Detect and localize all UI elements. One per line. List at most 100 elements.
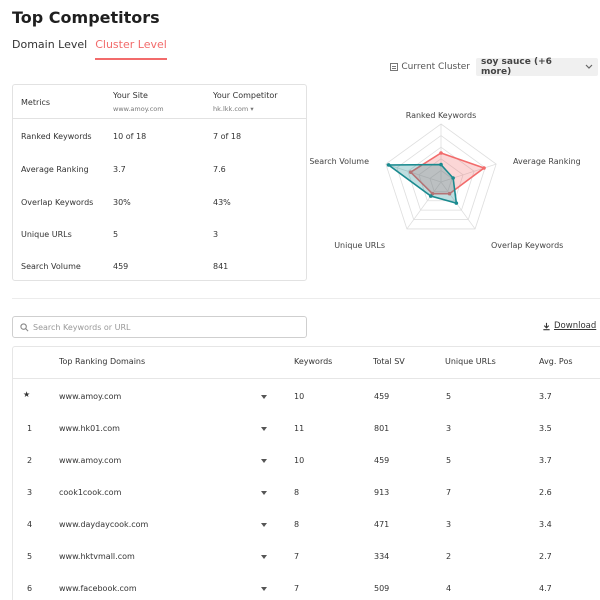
expand-caret-icon[interactable] (261, 395, 267, 399)
radar-grid-ring (418, 158, 464, 202)
metrics-row: Average Ranking 3.7 7.6 (13, 152, 306, 184)
competitor-domain-select[interactable]: hk.lkk.com ▾ (213, 105, 254, 113)
row-keywords: 10 (294, 392, 305, 401)
row-domain: www.hktvmall.com (59, 552, 135, 561)
expand-caret-icon[interactable] (261, 459, 267, 463)
row-unique-urls: 7 (446, 488, 452, 497)
site-value: 3.7 (113, 165, 126, 174)
table-row[interactable]: 2 www.amoy.com 10 459 5 3.7 (13, 444, 600, 476)
your-site-domain: www.amoy.com (113, 105, 164, 113)
row-keywords: 8 (294, 520, 300, 529)
radar-axis-label: Unique URLs (334, 241, 385, 250)
competitor-header: Your Competitor (213, 91, 278, 100)
competitor-series-point (408, 170, 413, 174)
col-unique-urls[interactable]: Unique URLs (445, 357, 496, 366)
page-title: Top Competitors (12, 8, 160, 27)
cluster-dropdown[interactable]: soy sauce (+6 more) (476, 57, 598, 77)
competitor-series-point (447, 191, 452, 196)
metrics-comparison-card: Metrics Your Site www.amoy.com Your Comp… (12, 84, 307, 281)
cluster-icon (390, 63, 399, 71)
search-input[interactable]: Search Keywords or URL (12, 316, 307, 338)
metric-label: Average Ranking (21, 165, 89, 174)
row-total-sv: 334 (374, 552, 390, 561)
table-row[interactable]: 6 www.facebook.com 7 509 4 4.7 (13, 572, 600, 600)
download-icon (543, 322, 550, 330)
chevron-down-icon (585, 64, 593, 69)
radar-axis-line (385, 163, 442, 183)
competitor-domain-text: hk.lkk.com (213, 105, 249, 113)
expand-caret-icon[interactable] (261, 491, 267, 495)
row-domain: www.amoy.com (59, 392, 122, 401)
competitor-series-point (439, 151, 443, 155)
row-avg-pos: 3.5 (539, 424, 552, 433)
row-unique-urls: 2 (446, 552, 452, 561)
row-domain: cook1cook.com (59, 488, 122, 497)
search-placeholder: Search Keywords or URL (33, 322, 131, 332)
row-keywords: 7 (294, 552, 300, 561)
radar-axis-line (440, 181, 476, 230)
row-total-sv: 471 (374, 520, 390, 529)
row-rank: 2 (27, 456, 33, 465)
expand-caret-icon[interactable] (261, 555, 267, 559)
col-total-sv[interactable]: Total SV (373, 357, 405, 366)
row-keywords: 10 (294, 456, 305, 465)
domains-table: Top Ranking Domains Keywords Total SV Un… (12, 346, 600, 600)
star-icon: ★ (23, 390, 31, 399)
expand-caret-icon[interactable] (261, 427, 267, 431)
radar-axis-label: Average Ranking (513, 157, 581, 166)
table-row[interactable]: 1 www.hk01.com 11 801 3 3.5 (13, 412, 600, 444)
expand-caret-icon[interactable] (261, 587, 267, 591)
table-row[interactable]: 4 www.daydaycook.com 8 471 3 3.4 (13, 508, 600, 540)
row-unique-urls: 4 (446, 584, 452, 593)
metric-label: Unique URLs (21, 230, 72, 239)
metric-label: Ranked Keywords (21, 132, 92, 141)
row-total-sv: 459 (374, 456, 390, 465)
row-avg-pos: 3.7 (539, 456, 552, 465)
radar-axis-label: Ranked Keywords (406, 111, 477, 120)
site-series-point (386, 163, 391, 167)
table-row[interactable]: 5 www.hktvmall.com 7 334 2 2.7 (13, 540, 600, 572)
radar-grid-ring (407, 146, 475, 211)
competitor-value: 7.6 (213, 165, 226, 174)
col-domains[interactable]: Top Ranking Domains (59, 357, 146, 366)
row-avg-pos: 4.7 (539, 584, 552, 593)
tab-cluster-level[interactable]: Cluster Level (95, 38, 167, 60)
radar-chart: Ranked Keywords Average Ranking Overlap Ke… (310, 111, 581, 250)
radar-axis-line (406, 181, 442, 230)
cluster-selector-row: Current Cluster soy sauce (+6 more) (390, 57, 598, 77)
metrics-row: Ranked Keywords 10 of 18 7 of 18 (13, 119, 306, 151)
row-total-sv: 801 (374, 424, 390, 433)
tab-domain-level[interactable]: Domain Level (12, 38, 88, 51)
level-tabs: Domain Level Cluster Level (12, 38, 175, 60)
row-total-sv: 913 (374, 488, 390, 497)
competitor-value: 841 (213, 262, 229, 271)
site-series-point (451, 176, 455, 180)
table-row[interactable]: ★ www.amoy.com 10 459 5 3.7 (13, 380, 600, 412)
search-icon (20, 322, 29, 331)
radar-axis-label: Overlap Keywords (491, 241, 563, 250)
row-unique-urls: 5 (446, 392, 452, 401)
radar-grid-ring (429, 169, 453, 192)
radar-axis-label: Search Volume (310, 157, 369, 166)
expand-caret-icon[interactable] (261, 523, 267, 527)
row-domain: www.facebook.com (59, 584, 137, 593)
metric-label: Search Volume (21, 262, 81, 271)
col-keywords[interactable]: Keywords (294, 357, 333, 366)
table-row[interactable]: 3 cook1cook.com 8 913 7 2.6 (13, 476, 600, 508)
col-avg-pos[interactable]: Avg. Pos (539, 357, 573, 366)
row-keywords: 8 (294, 488, 300, 497)
download-link[interactable]: Download (542, 321, 596, 331)
table-header: Top Ranking Domains Keywords Total SV Un… (13, 347, 600, 379)
row-unique-urls: 3 (446, 424, 452, 433)
row-rank: 5 (27, 552, 33, 561)
site-series-point (428, 194, 433, 198)
your-site-header: Your Site (113, 91, 148, 100)
caret-down-icon: ▾ (250, 105, 254, 113)
row-avg-pos: 3.7 (539, 392, 552, 401)
row-avg-pos: 3.4 (539, 520, 552, 529)
competitor-value: 43% (213, 198, 231, 207)
site-series-point (454, 201, 459, 205)
metrics-row: Search Volume 459 841 (13, 249, 306, 281)
row-rank: 1 (27, 424, 33, 433)
row-avg-pos: 2.6 (539, 488, 552, 497)
